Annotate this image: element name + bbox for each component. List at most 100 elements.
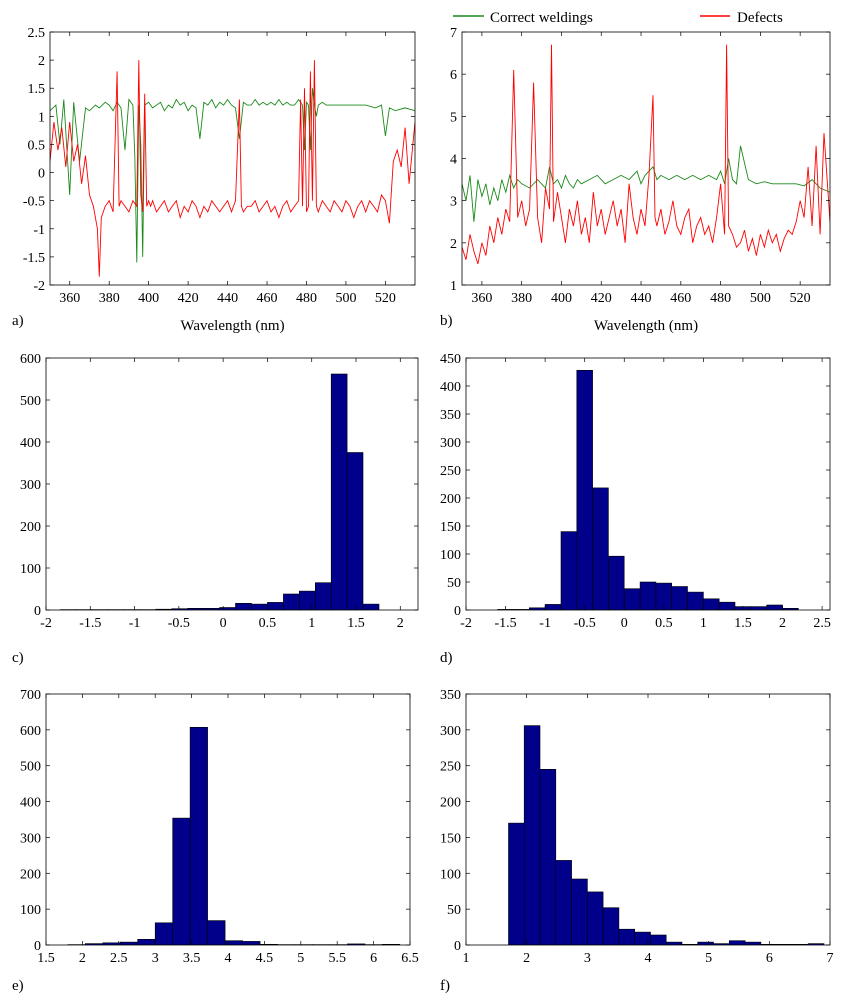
y-tick-label: 4 (450, 153, 457, 168)
x-tick-label: 360 (59, 291, 80, 306)
histogram-bar (283, 593, 300, 610)
series-line-correct-weldings (50, 88, 415, 263)
series-line-correct-weldings (462, 145, 830, 222)
y-tick-label: 2.5 (28, 26, 46, 41)
histogram-bar (650, 934, 667, 945)
panel-a: 360 380 400 420 440 460 480 500 520 -2 -1.5 -1 -0.5 0… (12, 26, 416, 334)
series-line-defects (50, 60, 415, 277)
x-tick-label: 5 (705, 951, 712, 966)
histogram-bar (120, 941, 139, 945)
legend-label-correct: Correct weldings (490, 10, 593, 26)
panel-label: f) (440, 978, 450, 994)
x-tick-label: -1.5 (494, 616, 516, 631)
x-tick-label: 7 (827, 951, 834, 966)
histogram-bar (744, 941, 762, 945)
series-line-defects (462, 44, 830, 265)
x-tick-label: 2 (779, 616, 786, 631)
axes-frame (465, 357, 831, 611)
panel-d: -2 -1.5 -1 -0.5 0 0.5 1 1.5 2 2.5 0 50 100 150 200 250 3… (440, 352, 831, 666)
histogram-bar (172, 817, 191, 945)
panel-label: b) (440, 313, 453, 329)
x-tick-label: 4.5 (256, 951, 274, 966)
x-tick-label: 5.5 (328, 951, 346, 966)
panel-label: e) (12, 978, 24, 994)
y-tick-label: 450 (440, 352, 461, 367)
y-tick-label: 300 (440, 436, 461, 451)
axes-frame (45, 693, 411, 946)
y-tick-label: 100 (440, 867, 461, 882)
y-tick-label: 250 (440, 464, 461, 479)
x-tick-label: 0.5 (259, 616, 277, 631)
x-tick-label: 0 (621, 616, 628, 631)
y-tick-label: 350 (440, 688, 461, 703)
x-tick-label: 2 (79, 951, 86, 966)
x-tick-label: 1.5 (37, 951, 55, 966)
y-tick-label: 100 (20, 903, 41, 918)
histogram-bar (267, 602, 284, 610)
x-tick-label: -1 (539, 616, 551, 631)
panel-label: d) (440, 650, 453, 666)
histogram-bar (346, 452, 364, 610)
y-tick-label: 250 (440, 760, 461, 775)
x-tick-label: 480 (296, 291, 317, 306)
y-tick-label: 200 (440, 796, 461, 811)
histogram-bar (687, 591, 704, 610)
y-tick-label: 50 (447, 576, 461, 591)
x-tick-label: 3 (584, 951, 591, 966)
y-tick-label: 200 (440, 492, 461, 507)
y-tick-label: 300 (20, 831, 41, 846)
histogram-bar (750, 606, 768, 610)
histogram-bar (508, 822, 525, 945)
histogram-bar (655, 582, 673, 610)
y-tick-label: 600 (20, 352, 41, 367)
panel-e: 1.5 2 2.5 3 3.5 4 4.5 5 5.5 6 6.5 0 100 200 300 400 500 6… (12, 688, 419, 994)
legend-label-defects: Defects (737, 10, 783, 26)
y-tick-label: 500 (20, 760, 41, 775)
histogram-bar (618, 928, 636, 945)
histogram-bar (154, 922, 173, 945)
y-tick-label: 0 (34, 939, 41, 954)
x-tick-label: 0 (220, 616, 227, 631)
histogram-bar (671, 586, 688, 610)
histogram-bar (544, 604, 562, 610)
x-tick-label: -1 (129, 616, 141, 631)
y-tick-label: 600 (20, 724, 41, 739)
histogram-bar (703, 598, 720, 610)
histogram-bar (623, 588, 641, 610)
y-tick-label: 50 (447, 903, 461, 918)
histogram-bar (314, 582, 332, 610)
x-tick-label: 5 (297, 951, 304, 966)
y-tick-label: 3 (450, 195, 457, 210)
panels: 360 380 400 420 440 460 480 500 520-2-1.5-1-0.50… (12, 26, 834, 994)
x-tick-label: -0.5 (168, 616, 190, 631)
y-tick-label: 400 (20, 796, 41, 811)
x-tick-label: 4 (225, 951, 232, 966)
x-tick-label: 1.5 (347, 616, 365, 631)
y-tick-label: -1.5 (23, 251, 45, 266)
y-tick-label: 0 (34, 604, 41, 619)
x-tick-label: 460 (670, 291, 691, 306)
x-tick-label: -2 (40, 616, 52, 631)
histogram-bar (639, 581, 657, 610)
y-tick-label: 200 (20, 520, 41, 535)
histogram-bar (576, 369, 593, 610)
x-tick-label: 2.5 (110, 951, 128, 966)
histogram-bar (207, 920, 226, 945)
histogram-bar (235, 602, 252, 610)
x-tick-label: 1.5 (734, 616, 752, 631)
x-axis-label: Wavelength (nm) (180, 318, 284, 334)
x-tick-label: 2.5 (813, 616, 831, 631)
y-tick-label: -2 (33, 279, 45, 294)
y-tick-label: 700 (20, 688, 41, 703)
x-tick-label: 440 (631, 291, 652, 306)
axes-frame (49, 31, 416, 286)
x-tick-label: -1.5 (79, 616, 101, 631)
histogram-bar (697, 941, 714, 945)
histogram-bar (560, 531, 578, 610)
x-tick-label: 400 (551, 291, 572, 306)
x-tick-label: 1 (700, 616, 707, 631)
x-tick-label: 520 (790, 291, 811, 306)
x-tick-label: -0.5 (574, 616, 596, 631)
x-tick-label: 2 (397, 616, 404, 631)
